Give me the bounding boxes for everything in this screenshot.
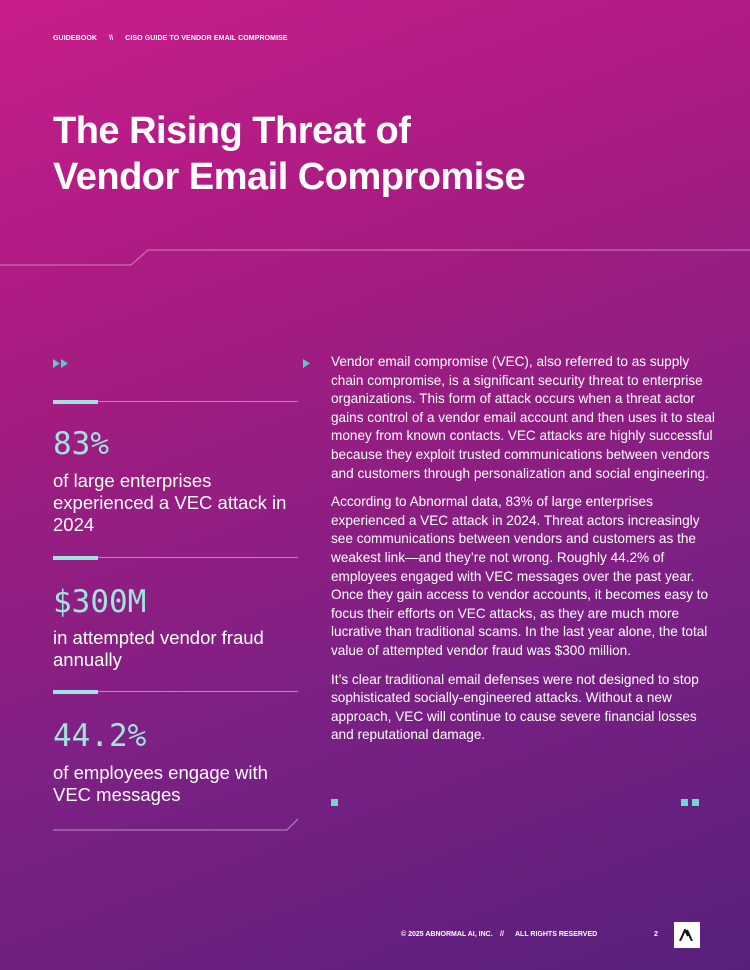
body-paragraph: According to Abnormal data, 83% of large… — [331, 494, 709, 658]
stat-bar — [53, 400, 298, 404]
header-doc-title: CISO GUIDE TO VENDOR EMAIL COMPROMISE — [125, 35, 288, 42]
stat-value: 44.2% — [53, 718, 147, 754]
body-paragraph: Vendor email compromise (VEC), also refe… — [331, 354, 715, 481]
footer-copyright: © 2025 ABNORMAL AI, INC. — [401, 931, 493, 938]
stat-description: of large enterprises experienced a VEC a… — [53, 470, 287, 535]
header-breadcrumb: GUIDEBOOK \\ CISO GUIDE TO VENDOR EMAIL … — [53, 35, 288, 42]
square-marker — [692, 799, 699, 806]
double-play-icon — [53, 359, 68, 368]
square-marker — [331, 799, 338, 806]
stat-description: in attempted vendor fraud annually — [53, 627, 264, 670]
footer-rights: ALL RIGHTS RESERVED — [515, 931, 598, 938]
body-text: Vendor email compromise (VEC), also refe… — [331, 353, 716, 755]
divider-line — [0, 249, 750, 266]
stat-value: $300M — [53, 584, 147, 620]
title-line-1: The Rising Threat of — [53, 110, 411, 152]
body-paragraph: It’s clear traditional email defenses we… — [331, 671, 699, 743]
stat-bar — [53, 690, 298, 694]
title-line-2: Vendor Email Compromise — [53, 156, 526, 198]
stat-value: 83% — [53, 426, 109, 462]
page-number: 2 — [654, 931, 658, 938]
stat-bar — [53, 556, 298, 560]
logo-mark-icon — [679, 929, 693, 941]
header-section: GUIDEBOOK — [53, 35, 98, 42]
play-icon — [303, 359, 310, 368]
stat-description: of employees engage with VEC messages — [53, 762, 268, 805]
square-marker — [681, 799, 688, 806]
header-separator: \\ — [109, 35, 114, 42]
abnormal-logo — [674, 922, 700, 948]
bottom-divider-line — [53, 818, 299, 831]
footer-separator: // — [500, 931, 504, 938]
page-title: The Rising Threat of Vendor Email Compro… — [53, 108, 526, 200]
